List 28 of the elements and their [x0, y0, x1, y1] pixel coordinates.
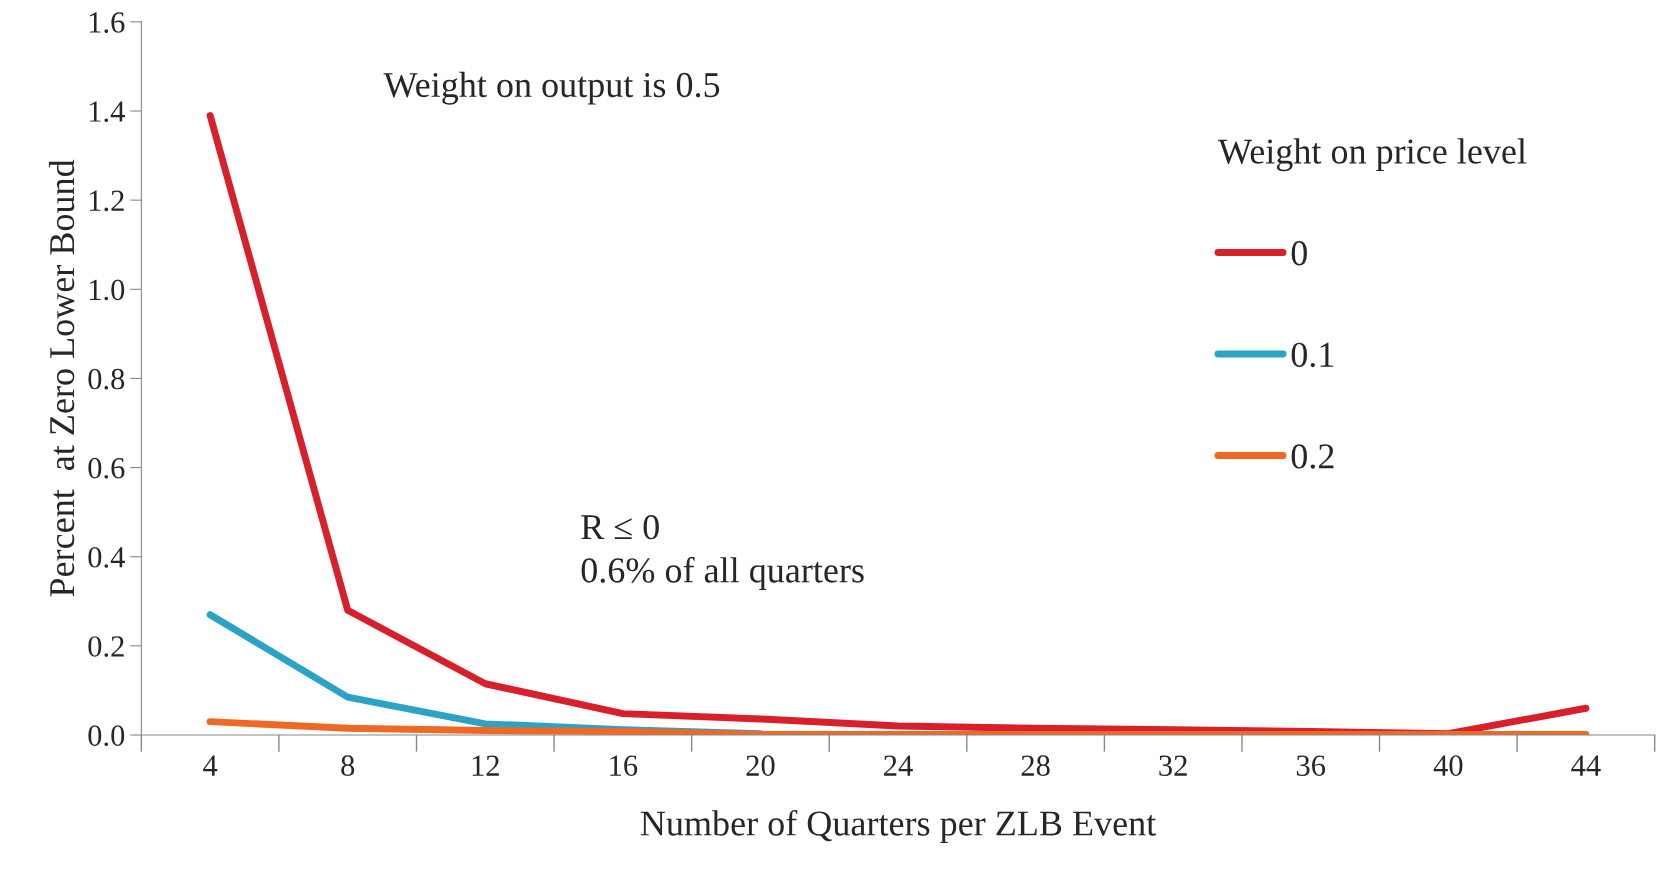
- x-tick-label: 12: [472, 755, 499, 776]
- x-tick-label: 40: [1433, 755, 1463, 776]
- annotation: R ≤ 0 0.6% of all quarters: [581, 514, 864, 590]
- y-tick-label: 0.8: [88, 368, 125, 390]
- x-axis-title: Number of Quarters per ZLB Event: [640, 809, 1157, 844]
- y-tick-label: 1.4: [89, 101, 125, 123]
- annotation: Weight on output is 0.5: [383, 71, 720, 105]
- x-tick-label: 16: [610, 755, 638, 776]
- legend-label: 0.1: [1291, 342, 1334, 368]
- x-tick-label: 36: [1296, 755, 1326, 776]
- y-tick-label: 1.0: [89, 279, 125, 301]
- x-tick-label: 24: [884, 755, 913, 776]
- y-tick-label: 1.6: [89, 12, 125, 33]
- legend-title: Weight on price level: [1218, 138, 1527, 172]
- legend-label: 0: [1291, 241, 1307, 266]
- y-axis-title: Percent at Zero Lower Bound: [48, 159, 75, 597]
- y-tick-label: 0.4: [88, 547, 125, 568]
- x-tick-label: 8: [341, 755, 355, 776]
- y-tick-label: 0.0: [88, 725, 125, 747]
- y-tick-label: 0.2: [88, 636, 124, 657]
- legend-label: 0.2: [1291, 444, 1334, 469]
- x-tick-label: 4: [203, 755, 218, 776]
- x-tick-label: 20: [746, 755, 775, 776]
- y-tick-label: 1.2: [89, 190, 124, 212]
- x-tick-label: 32: [1159, 755, 1187, 776]
- y-tick-label: 0.6: [88, 457, 125, 479]
- x-tick-label: 44: [1571, 755, 1601, 776]
- x-tick-label: 28: [1021, 755, 1050, 776]
